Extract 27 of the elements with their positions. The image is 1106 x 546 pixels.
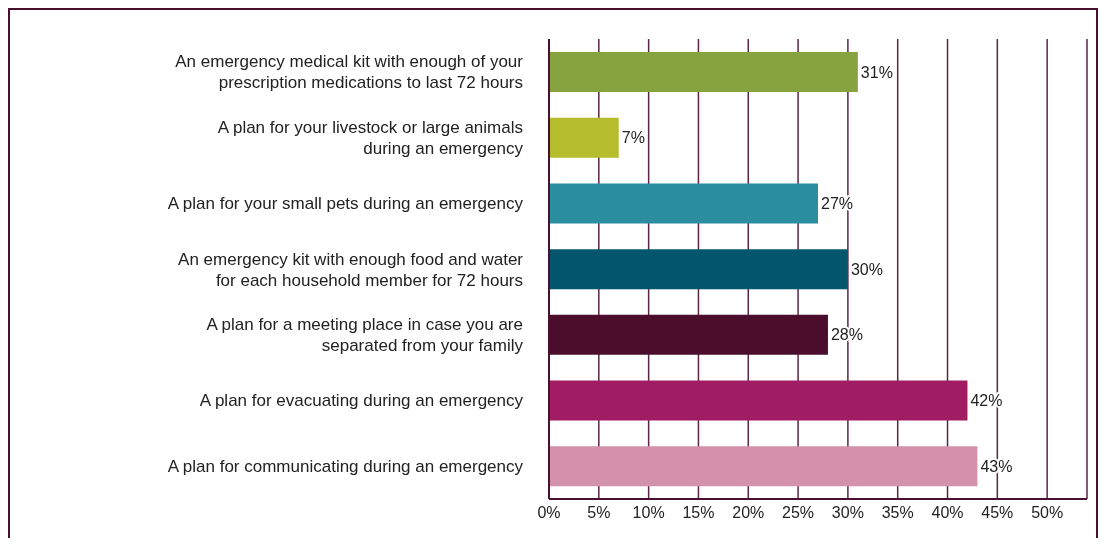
y-tick-label: A plan for your livestock or large animals during an emergency: [217, 117, 524, 158]
x-tick-label: 0%: [537, 504, 561, 522]
data-label: 7%: [621, 129, 645, 147]
x-tick-label: 35%: [881, 504, 914, 522]
bar: [549, 446, 978, 487]
data-label: 31%: [860, 63, 893, 81]
y-tick-label: A plan for your small pets during an emergency: [167, 193, 524, 213]
x-tick-label: 5%: [587, 504, 611, 522]
y-tick-label: A plan for a meeting place in case you are separated from your family: [206, 314, 524, 355]
x-tick-label: 10%: [632, 504, 665, 522]
bar: [549, 183, 818, 224]
x-tick-label: 20%: [732, 504, 765, 522]
y-tick-label: A plan for evacuating during an emergency: [199, 390, 524, 410]
data-label: 30%: [850, 260, 883, 278]
y-tick-label: A plan for communicating during an emergency: [167, 456, 524, 476]
x-tick-label: 15%: [682, 504, 715, 522]
bar: [549, 117, 619, 158]
y-tick-label: An emergency kit with enough food and water for each household member for 72 hours: [178, 249, 524, 289]
x-tick-label: 45%: [981, 504, 1014, 522]
x-tick-label: 50%: [1031, 504, 1064, 522]
x-tick-label: 30%: [831, 504, 864, 522]
y-tick-label: An emergency medical kit with enough of your prescription medications to last 72 hours: [175, 51, 524, 92]
x-tick-label: 25%: [782, 504, 815, 522]
bar: [549, 52, 858, 92]
bar: [549, 380, 968, 421]
bar: [549, 249, 848, 290]
x-tick-label: 40%: [931, 504, 964, 522]
